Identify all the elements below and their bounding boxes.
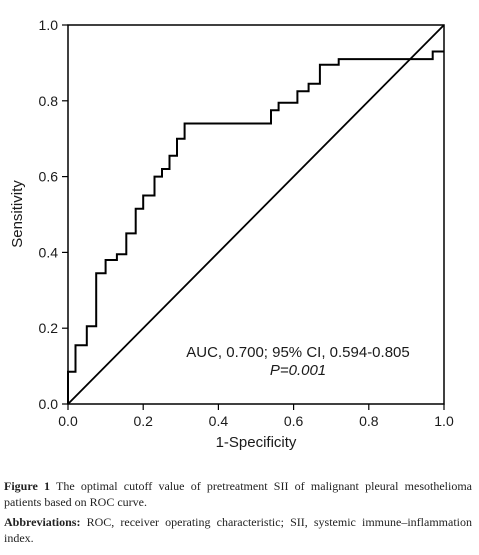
x-axis-title: 1-Specificity — [216, 434, 297, 451]
abbreviations-text: ROC, receiver operating characteristic; … — [4, 515, 472, 545]
figure-label: Figure 1 — [4, 479, 51, 493]
reference-diagonal-line — [67, 24, 445, 405]
abbreviations-label: Abbreviations: — [4, 515, 81, 529]
series-lines — [67, 24, 445, 405]
y-tick-label: 0.2 — [39, 320, 59, 336]
x-tick-label: 0.6 — [284, 413, 304, 429]
roc-chart: 0.0 0.2 0.4 0.6 0.8 1.0 0.0 0.2 0.4 0.6 0.8 1.0 1-S… — [9, 17, 454, 451]
figure-text: The optimal cutoff value of pretreatment… — [4, 479, 472, 509]
abbreviations-line: Abbreviations: ROC, receiver operating c… — [4, 514, 472, 546]
y-tick-label: 0.8 — [39, 93, 59, 109]
y-axis-title: Sensitivity — [9, 180, 26, 248]
y-tick-label: 0.4 — [39, 244, 59, 260]
y-tick-label: 1.0 — [39, 17, 59, 33]
auc-annotation: AUC, 0.700; 95% CI, 0.594-0.805 — [186, 344, 409, 361]
figure-caption: Figure 1 The optimal cutoff value of pre… — [4, 478, 472, 550]
x-tick-label: 0.8 — [359, 413, 379, 429]
x-tick-label: 0.4 — [209, 413, 229, 429]
figure-caption-line: Figure 1 The optimal cutoff value of pre… — [4, 478, 472, 510]
y-tick-label: 0.0 — [39, 396, 59, 412]
plot-frame — [67, 24, 445, 405]
p-value-annotation: P=0.001 — [270, 362, 326, 379]
x-tick-label: 1.0 — [434, 413, 454, 429]
x-tick-label: 0.2 — [133, 413, 153, 429]
x-tick-label: 0.0 — [58, 413, 78, 429]
axis-ticks: 0.0 0.2 0.4 0.6 0.8 1.0 0.0 0.2 0.4 0.6 0.8 1.0 — [39, 17, 454, 429]
roc-curve-line — [67, 50, 444, 404]
y-tick-label: 0.6 — [39, 169, 59, 185]
